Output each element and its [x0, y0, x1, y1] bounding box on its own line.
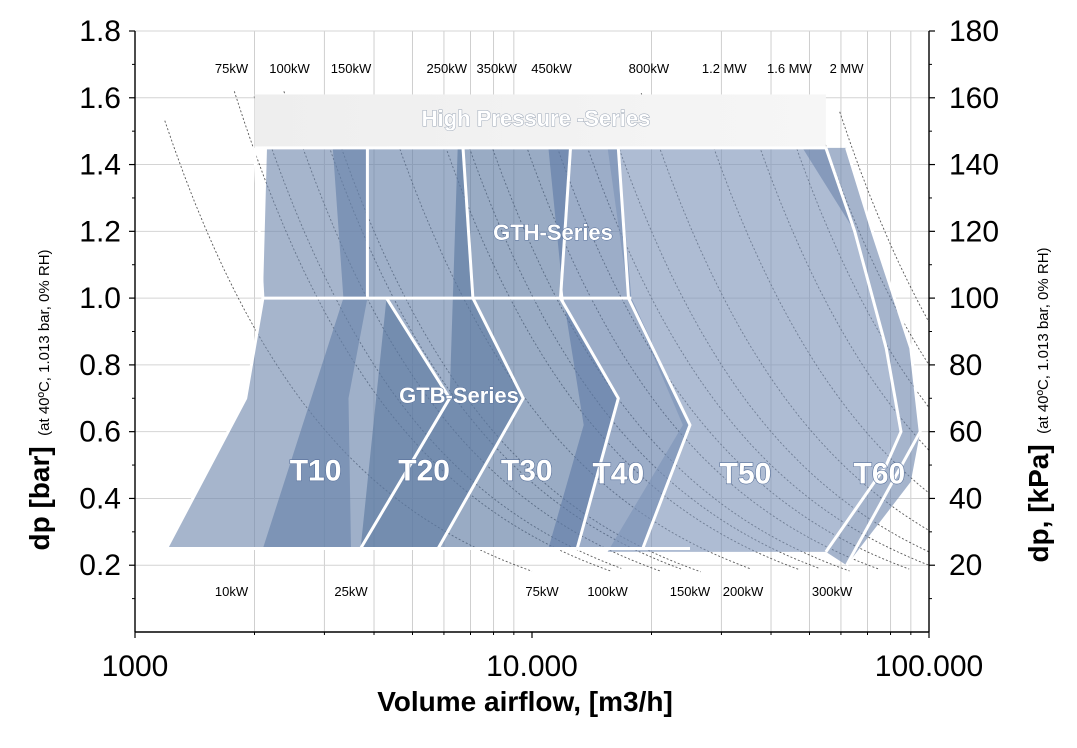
y-tick-label: 1.0: [79, 282, 121, 315]
zone-boundary: [845, 147, 922, 566]
power-label-top: 350kW: [476, 61, 517, 76]
high-pressure-series-label: High Pressure -Series: [422, 106, 651, 131]
zone-areas: [166, 147, 921, 566]
y-axis-title-wrapper: dp [bar] (at 40ºC, 1.013 bar, 0% RH): [24, 249, 55, 550]
y2-tick-label: 40: [949, 482, 982, 515]
power-label-bottom: 300kW: [812, 584, 853, 599]
power-label-top: 450kW: [531, 61, 572, 76]
power-label-bottom: 150kW: [670, 584, 711, 599]
y2-axis-note: (at 40ºC, 1.013 bar, 0% RH): [1035, 247, 1052, 433]
high-pressure-rect: [254, 94, 826, 148]
y-axis-title: dp [bar]: [24, 446, 55, 550]
y-tick-label: 1.6: [79, 82, 121, 115]
zone-boundary: [359, 297, 452, 550]
power-label-bottom: 75kW: [525, 584, 559, 599]
y-tick-label: 0.4: [79, 482, 121, 515]
zone-label-t30: T30: [501, 454, 553, 487]
zone-t30: [360, 147, 619, 549]
y2-tick-label: 80: [949, 349, 982, 382]
zone-boundary: [559, 297, 620, 549]
y-axis-note: (at 40ºC, 1.013 bar, 0% RH): [36, 249, 53, 435]
zone-label-t20: T20: [398, 454, 450, 487]
power-label-top: 250kW: [427, 61, 468, 76]
power-label-top: 2 MW: [830, 61, 865, 76]
y-tick-label: 0.8: [79, 349, 121, 382]
zone-boundary: [165, 297, 265, 550]
power-label-bottom: 10kW: [215, 584, 249, 599]
zone-boundary: [253, 147, 265, 299]
y-tick-label: 0.6: [79, 416, 121, 449]
zone-boundary: [616, 147, 692, 550]
zone-boundary: [436, 297, 525, 550]
y2-tick-label: 140: [949, 149, 999, 182]
zone-t40: [548, 147, 690, 549]
gth-series-label: GTH-Series: [493, 220, 613, 245]
y-axis-title-group: dp [bar] (at 40ºC, 1.013 bar, 0% RH): [24, 249, 55, 550]
x-tick-label: 10.000: [486, 650, 578, 683]
zone-boundary: [559, 147, 572, 299]
power-label-top: 75kW: [215, 61, 249, 76]
x-tick-label: 1000: [102, 650, 169, 683]
high-pressure-band: [254, 94, 826, 148]
y-tick-label: 1.2: [79, 215, 121, 248]
y2-axis-title-group: dp, [kPa] (at 40ºC, 1.013 bar, 0% RH): [1023, 247, 1054, 562]
zone-label-t50: T50: [720, 458, 772, 491]
y-tick-label: 1.8: [79, 15, 121, 48]
y2-axis-title-wrapper: dp, [kPa] (at 40ºC, 1.013 bar, 0% RH): [1023, 247, 1054, 562]
zone-boundary: [824, 147, 903, 553]
chart-labels: 75kW 100kW 150kW 250kW 350kW 450kW 800kW 1.2 MW…: [215, 61, 906, 599]
power-label-top: 800kW: [629, 61, 670, 76]
y2-axis-title: dp, [kPa]: [1023, 444, 1054, 562]
power-label-top: 100kW: [269, 61, 310, 76]
power-label-bottom: 200kW: [723, 584, 764, 599]
zone-t60: [802, 147, 921, 566]
power-label-top: 1.2 MW: [702, 61, 748, 76]
y-tick-label: 1.4: [79, 149, 121, 182]
y2-tick-label: 120: [949, 215, 999, 248]
y-tick-label: 0.2: [79, 549, 121, 582]
y2-tick-label: 20: [949, 549, 982, 582]
power-label-top: 150kW: [331, 61, 372, 76]
zone-label-t60: T60: [854, 458, 906, 491]
y2-tick-label: 160: [949, 82, 999, 115]
zone-label-t10: T10: [290, 454, 342, 487]
gtb-series-label: GTB-Series: [399, 383, 519, 408]
x-axis-title: Volume airflow, [m3/h]: [377, 686, 673, 717]
power-label-bottom: 25kW: [334, 584, 368, 599]
y2-tick-label: 60: [949, 416, 982, 449]
zone-boundaries: [165, 146, 922, 566]
power-curve: [839, 111, 930, 323]
y2-tick-label: 180: [949, 15, 999, 48]
power-label-top: 1.6 MW: [767, 61, 813, 76]
axes: 0.2 0.4 0.6 0.8 1.0 1.2 1.4 1.6 1.8 20 40 60 80 100 12…: [79, 15, 999, 683]
zone-boundary: [461, 147, 475, 299]
zone-label-t40: T40: [592, 458, 644, 491]
y2-tick-label: 100: [949, 282, 999, 315]
power-label-bottom: 100kW: [587, 584, 628, 599]
x-tick-label: 100.000: [875, 650, 983, 683]
